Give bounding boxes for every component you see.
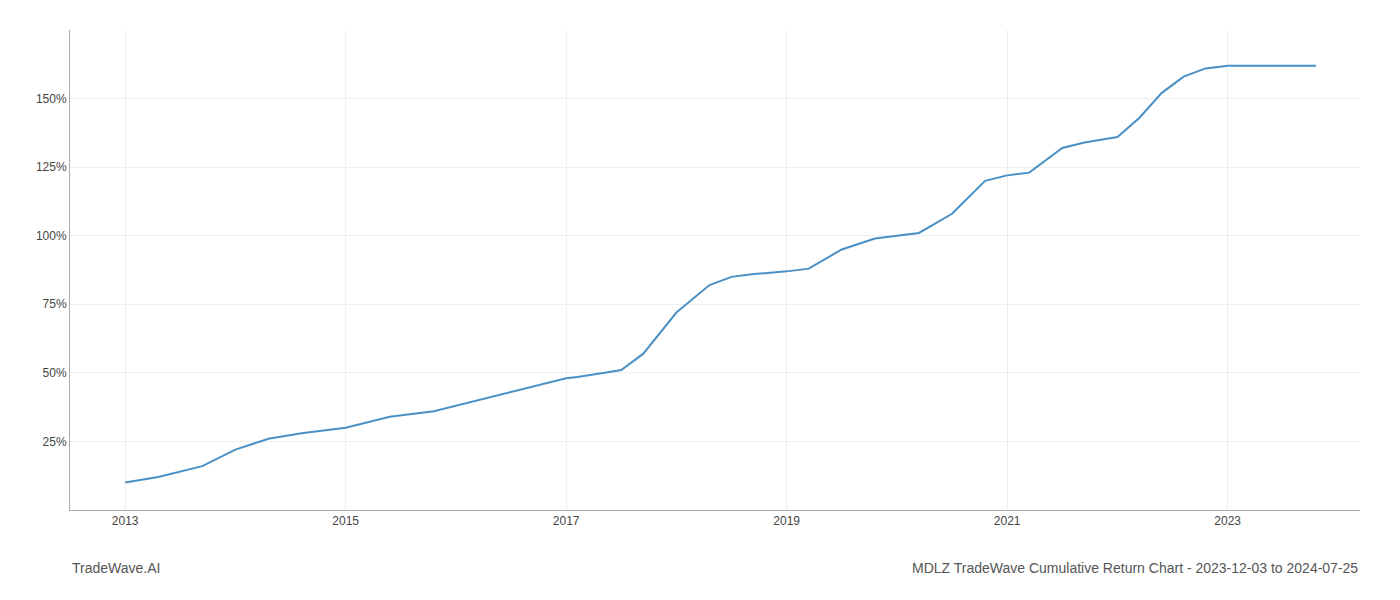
svg-text:2015: 2015: [332, 514, 359, 528]
svg-text:150%: 150%: [36, 92, 67, 106]
svg-text:TradeWave.AI: TradeWave.AI: [72, 560, 160, 576]
svg-text:50%: 50%: [43, 366, 67, 380]
svg-text:125%: 125%: [36, 160, 67, 174]
svg-text:100%: 100%: [36, 229, 67, 243]
svg-text:MDLZ TradeWave Cumulative Retu: MDLZ TradeWave Cumulative Return Chart -…: [912, 560, 1358, 576]
svg-text:75%: 75%: [43, 297, 67, 311]
svg-text:25%: 25%: [43, 435, 67, 449]
svg-text:2019: 2019: [773, 514, 800, 528]
svg-text:2013: 2013: [112, 514, 139, 528]
svg-text:2017: 2017: [553, 514, 580, 528]
svg-text:2023: 2023: [1214, 514, 1241, 528]
svg-text:2021: 2021: [994, 514, 1021, 528]
